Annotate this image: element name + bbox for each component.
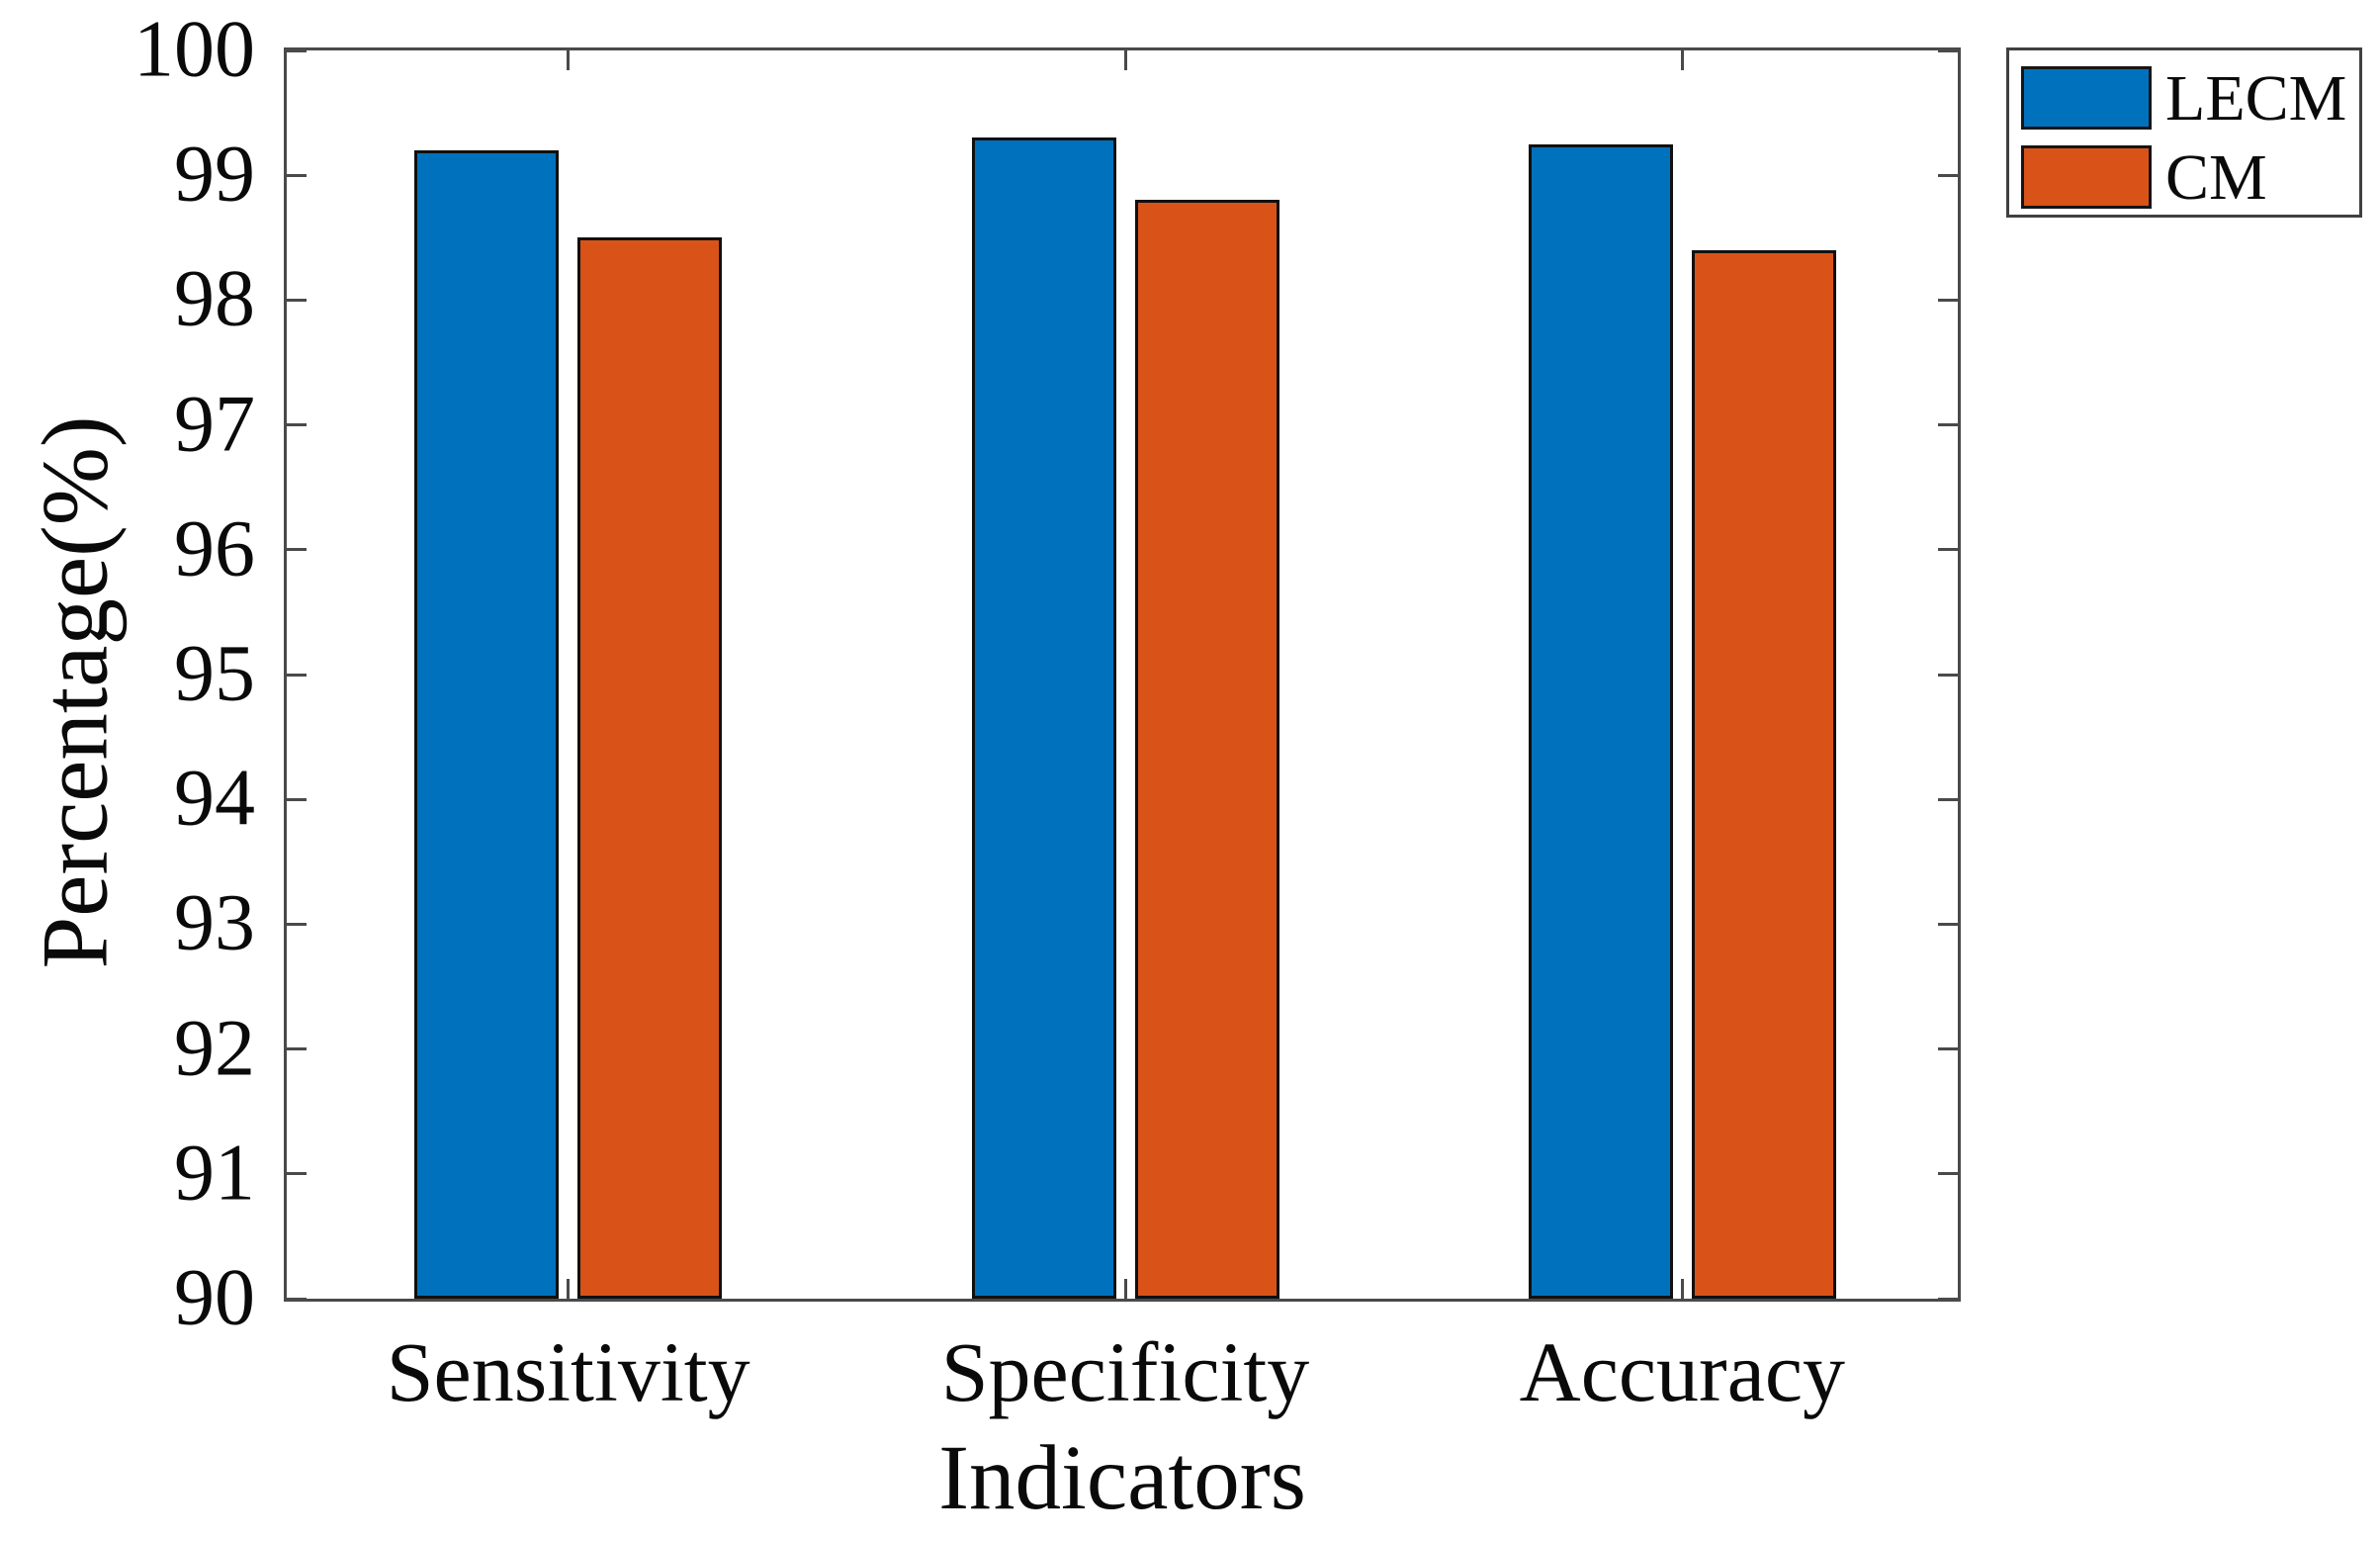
x-tick: [567, 50, 571, 70]
x-axis-title: Indicators: [938, 1427, 1306, 1529]
y-tick: [287, 797, 307, 801]
x-tick: [1680, 1279, 1684, 1299]
y-tick-label: 91: [174, 1127, 255, 1218]
y-tick-label: 94: [174, 752, 255, 843]
bar-lecm-accuracy: [1528, 144, 1673, 1299]
y-tick: [287, 1297, 307, 1301]
y-tick: [287, 298, 307, 302]
x-tick-label: Accuracy: [1519, 1324, 1846, 1419]
y-tick-label: 99: [174, 128, 255, 219]
y-tick: [287, 673, 307, 677]
legend-swatch-cm: [2021, 145, 2152, 209]
bar-cm-specificity: [1134, 200, 1279, 1299]
x-tick: [1123, 1279, 1127, 1299]
y-tick: [1938, 298, 1958, 302]
y-tick: [287, 173, 307, 177]
bar-lecm-specificity: [971, 137, 1116, 1299]
x-tick-label: Sensitivity: [386, 1324, 750, 1419]
y-tick: [1938, 797, 1958, 801]
legend-label-cm: CM: [2165, 141, 2267, 214]
y-tick: [287, 922, 307, 926]
y-tick: [1938, 1047, 1958, 1051]
y-tick: [1938, 922, 1958, 926]
x-tick: [567, 1279, 571, 1299]
x-tick: [1680, 50, 1684, 70]
y-tick-label: 95: [174, 627, 255, 718]
y-tick-label: 97: [174, 377, 255, 468]
y-tick: [1938, 423, 1958, 427]
legend: LECM CM: [2006, 47, 2362, 218]
y-tick: [1938, 173, 1958, 177]
y-tick: [287, 1047, 307, 1051]
legend-swatch-lecm: [2021, 66, 2152, 130]
y-tick-label: 98: [174, 252, 255, 343]
y-tick-label: 92: [174, 1001, 255, 1092]
bar-cm-accuracy: [1691, 250, 1836, 1299]
y-tick: [287, 1172, 307, 1176]
y-tick-label: 93: [174, 876, 255, 967]
plot-area: [284, 47, 1961, 1302]
y-tick: [1938, 1297, 1958, 1301]
y-tick: [287, 423, 307, 427]
y-tick: [1938, 548, 1958, 552]
x-tick: [1123, 50, 1127, 70]
y-tick: [1938, 1172, 1958, 1176]
y-tick-label: 100: [133, 3, 255, 94]
y-tick: [287, 548, 307, 552]
legend-label-lecm: LECM: [2165, 62, 2347, 135]
y-tick-label: 96: [174, 502, 255, 593]
y-tick: [1938, 48, 1958, 52]
y-tick-label: 90: [174, 1251, 255, 1342]
bar-cm-sensitivity: [577, 237, 723, 1299]
y-tick: [287, 48, 307, 52]
x-tick-label: Specificity: [940, 1324, 1310, 1419]
bar-lecm-sensitivity: [414, 150, 560, 1299]
y-tick: [1938, 673, 1958, 677]
